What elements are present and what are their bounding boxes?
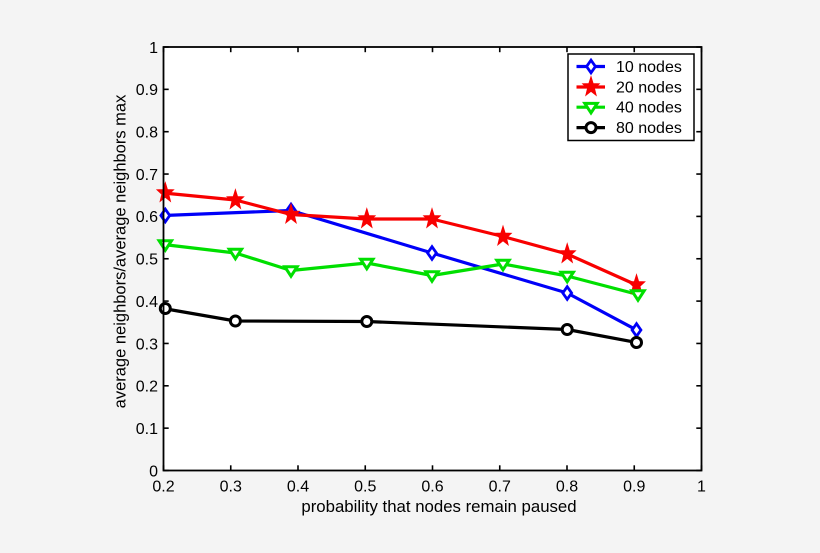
svg-text:0.6: 0.6 (421, 479, 443, 496)
svg-text:80 nodes: 80 nodes (616, 120, 682, 137)
svg-text:0.7: 0.7 (136, 167, 158, 184)
svg-text:40 nodes: 40 nodes (616, 100, 682, 117)
svg-text:0.6: 0.6 (136, 209, 158, 226)
svg-text:0.2: 0.2 (136, 379, 158, 396)
svg-text:0: 0 (149, 463, 158, 480)
svg-text:0.7: 0.7 (489, 479, 511, 496)
svg-text:average neighbors/average neig: average neighbors/average neighbors max (112, 94, 130, 408)
svg-text:0.9: 0.9 (136, 82, 158, 99)
svg-text:1: 1 (149, 40, 158, 57)
svg-text:10 nodes: 10 nodes (616, 59, 682, 76)
svg-text:0.8: 0.8 (556, 479, 578, 496)
svg-text:0.3: 0.3 (136, 336, 158, 353)
svg-text:0.2: 0.2 (152, 479, 174, 496)
svg-text:0.3: 0.3 (220, 479, 242, 496)
svg-text:0.5: 0.5 (136, 252, 158, 269)
svg-text:0.1: 0.1 (136, 421, 158, 438)
svg-text:0.5: 0.5 (354, 479, 376, 496)
svg-text:0.4: 0.4 (136, 294, 158, 311)
svg-text:probability that nodes remain: probability that nodes remain paused (301, 497, 576, 516)
svg-text:20 nodes: 20 nodes (616, 80, 682, 97)
svg-text:0.4: 0.4 (287, 479, 309, 496)
svg-text:0.8: 0.8 (136, 125, 158, 142)
svg-text:0.9: 0.9 (623, 479, 645, 496)
svg-text:1: 1 (697, 479, 706, 496)
